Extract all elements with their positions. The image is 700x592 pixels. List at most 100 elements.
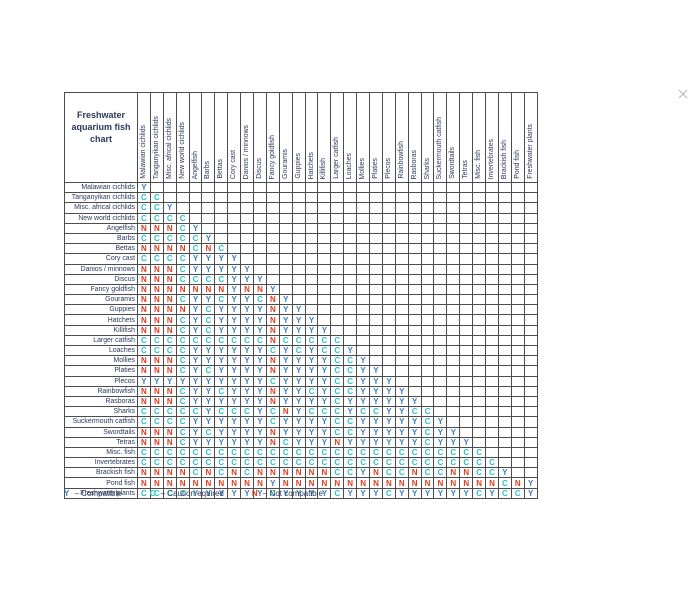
compat-cell: C	[227, 406, 242, 418]
compat-cell	[265, 243, 280, 255]
compat-cell	[433, 304, 448, 316]
compat-cell: C	[188, 467, 203, 479]
compat-cell	[523, 324, 538, 336]
compat-cell	[472, 365, 487, 377]
compat-cell: C	[149, 416, 164, 428]
compat-cell: Y	[201, 294, 216, 306]
compat-cell	[472, 324, 487, 336]
compat-cell: N	[317, 477, 332, 489]
compat-cell	[497, 355, 512, 367]
compat-cell: Y	[278, 395, 293, 408]
compat-cell	[407, 273, 422, 285]
compat-cell	[394, 355, 409, 367]
row-label: Sharks	[64, 406, 138, 418]
compat-cell: N	[137, 222, 151, 234]
column-header: Sharks	[420, 92, 435, 183]
compat-cell: C	[394, 446, 409, 459]
compat-cell	[510, 416, 525, 428]
compat-cell: Y	[356, 436, 371, 448]
compat-cell: N	[175, 477, 190, 489]
compat-cell: C	[317, 406, 332, 418]
compat-cell	[407, 365, 422, 377]
compat-cell	[381, 212, 396, 224]
compat-cell	[472, 212, 487, 224]
compat-cell: C	[214, 294, 229, 306]
compat-cell	[497, 334, 512, 347]
compat-cell	[485, 314, 499, 326]
compat-cell: C	[330, 446, 345, 459]
compat-cell: N	[137, 467, 151, 479]
compat-cell	[485, 212, 499, 224]
compat-cell	[381, 192, 396, 204]
compat-cell: Y	[227, 304, 242, 316]
compat-cell: C	[175, 222, 190, 234]
row-label: Misc. fish	[64, 446, 138, 459]
compat-cell: Y	[291, 304, 306, 316]
compat-cell: N	[162, 426, 177, 438]
compat-cell	[381, 365, 396, 377]
compat-cell	[510, 202, 525, 214]
compat-cell	[472, 181, 487, 194]
compat-cell	[446, 181, 461, 194]
compat-cell: Y	[188, 253, 203, 265]
compat-cell	[433, 406, 448, 418]
compat-cell	[420, 263, 435, 275]
compat-cell	[381, 232, 396, 245]
compat-cell	[240, 181, 255, 194]
compat-cell: C	[381, 446, 396, 459]
compat-cell	[433, 253, 448, 265]
compat-cell	[343, 243, 358, 255]
compat-cell	[227, 232, 242, 245]
column-header: Bettas	[214, 92, 229, 183]
compat-cell	[304, 273, 319, 285]
compat-cell	[523, 365, 538, 377]
compat-cell: Y	[381, 416, 396, 428]
compat-cell	[343, 192, 358, 204]
compat-cell: C	[394, 467, 409, 479]
table-row: Pond fish N N N N N N N N N N Y N N N N N N N N N N N N N N N N N C N Y	[64, 477, 538, 489]
compat-cell	[343, 314, 358, 326]
table-row: Discus N N N C C C C Y Y Y	[64, 273, 538, 285]
compat-cell	[356, 212, 371, 224]
compat-cell: Y	[278, 385, 293, 397]
compat-cell	[343, 181, 358, 194]
table-row: Tetras N N N C Y Y Y Y Y Y N C Y Y Y N Y Y Y Y Y Y C Y Y Y	[64, 436, 538, 448]
compat-cell	[420, 212, 435, 224]
compat-cell: C	[175, 416, 190, 428]
compat-cell	[459, 395, 474, 408]
compat-cell: C	[407, 446, 422, 459]
compat-cell	[407, 344, 422, 357]
compat-cell: C	[330, 457, 345, 469]
compat-cell: C	[137, 446, 151, 459]
compat-cell	[497, 375, 512, 387]
compat-cell: C	[188, 446, 203, 459]
compat-cell	[291, 294, 306, 306]
compat-cell: Y	[214, 395, 229, 408]
compat-cell: C	[265, 446, 280, 459]
column-header-label: Larger catfish	[333, 137, 341, 179]
compat-cell	[227, 181, 242, 194]
compat-cell	[472, 304, 487, 316]
compat-cell	[227, 243, 242, 255]
compat-cell: Y	[317, 375, 332, 387]
row-label: Pond fish	[64, 477, 138, 489]
compat-cell: N	[137, 314, 151, 326]
compat-cell	[446, 375, 461, 387]
compat-cell	[265, 192, 280, 204]
compat-cell: Y	[201, 263, 216, 275]
row-label: Bettas	[64, 243, 138, 255]
compat-cell	[188, 181, 203, 194]
column-header-label: Misc. fish	[475, 150, 483, 179]
compat-cell: Y	[291, 385, 306, 397]
row-label: Tanganyikan cichlids	[64, 192, 138, 204]
compat-cell: C	[459, 446, 474, 459]
compat-cell: N	[162, 263, 177, 275]
close-icon[interactable]	[676, 87, 690, 101]
compat-cell	[265, 263, 280, 275]
column-header-label: Misc. africal cichlids	[165, 118, 173, 179]
compat-cell: C	[497, 487, 512, 499]
compat-cell: Y	[343, 395, 358, 408]
compat-cell: N	[149, 477, 164, 489]
compat-cell	[394, 344, 409, 357]
compat-cell	[278, 273, 293, 285]
